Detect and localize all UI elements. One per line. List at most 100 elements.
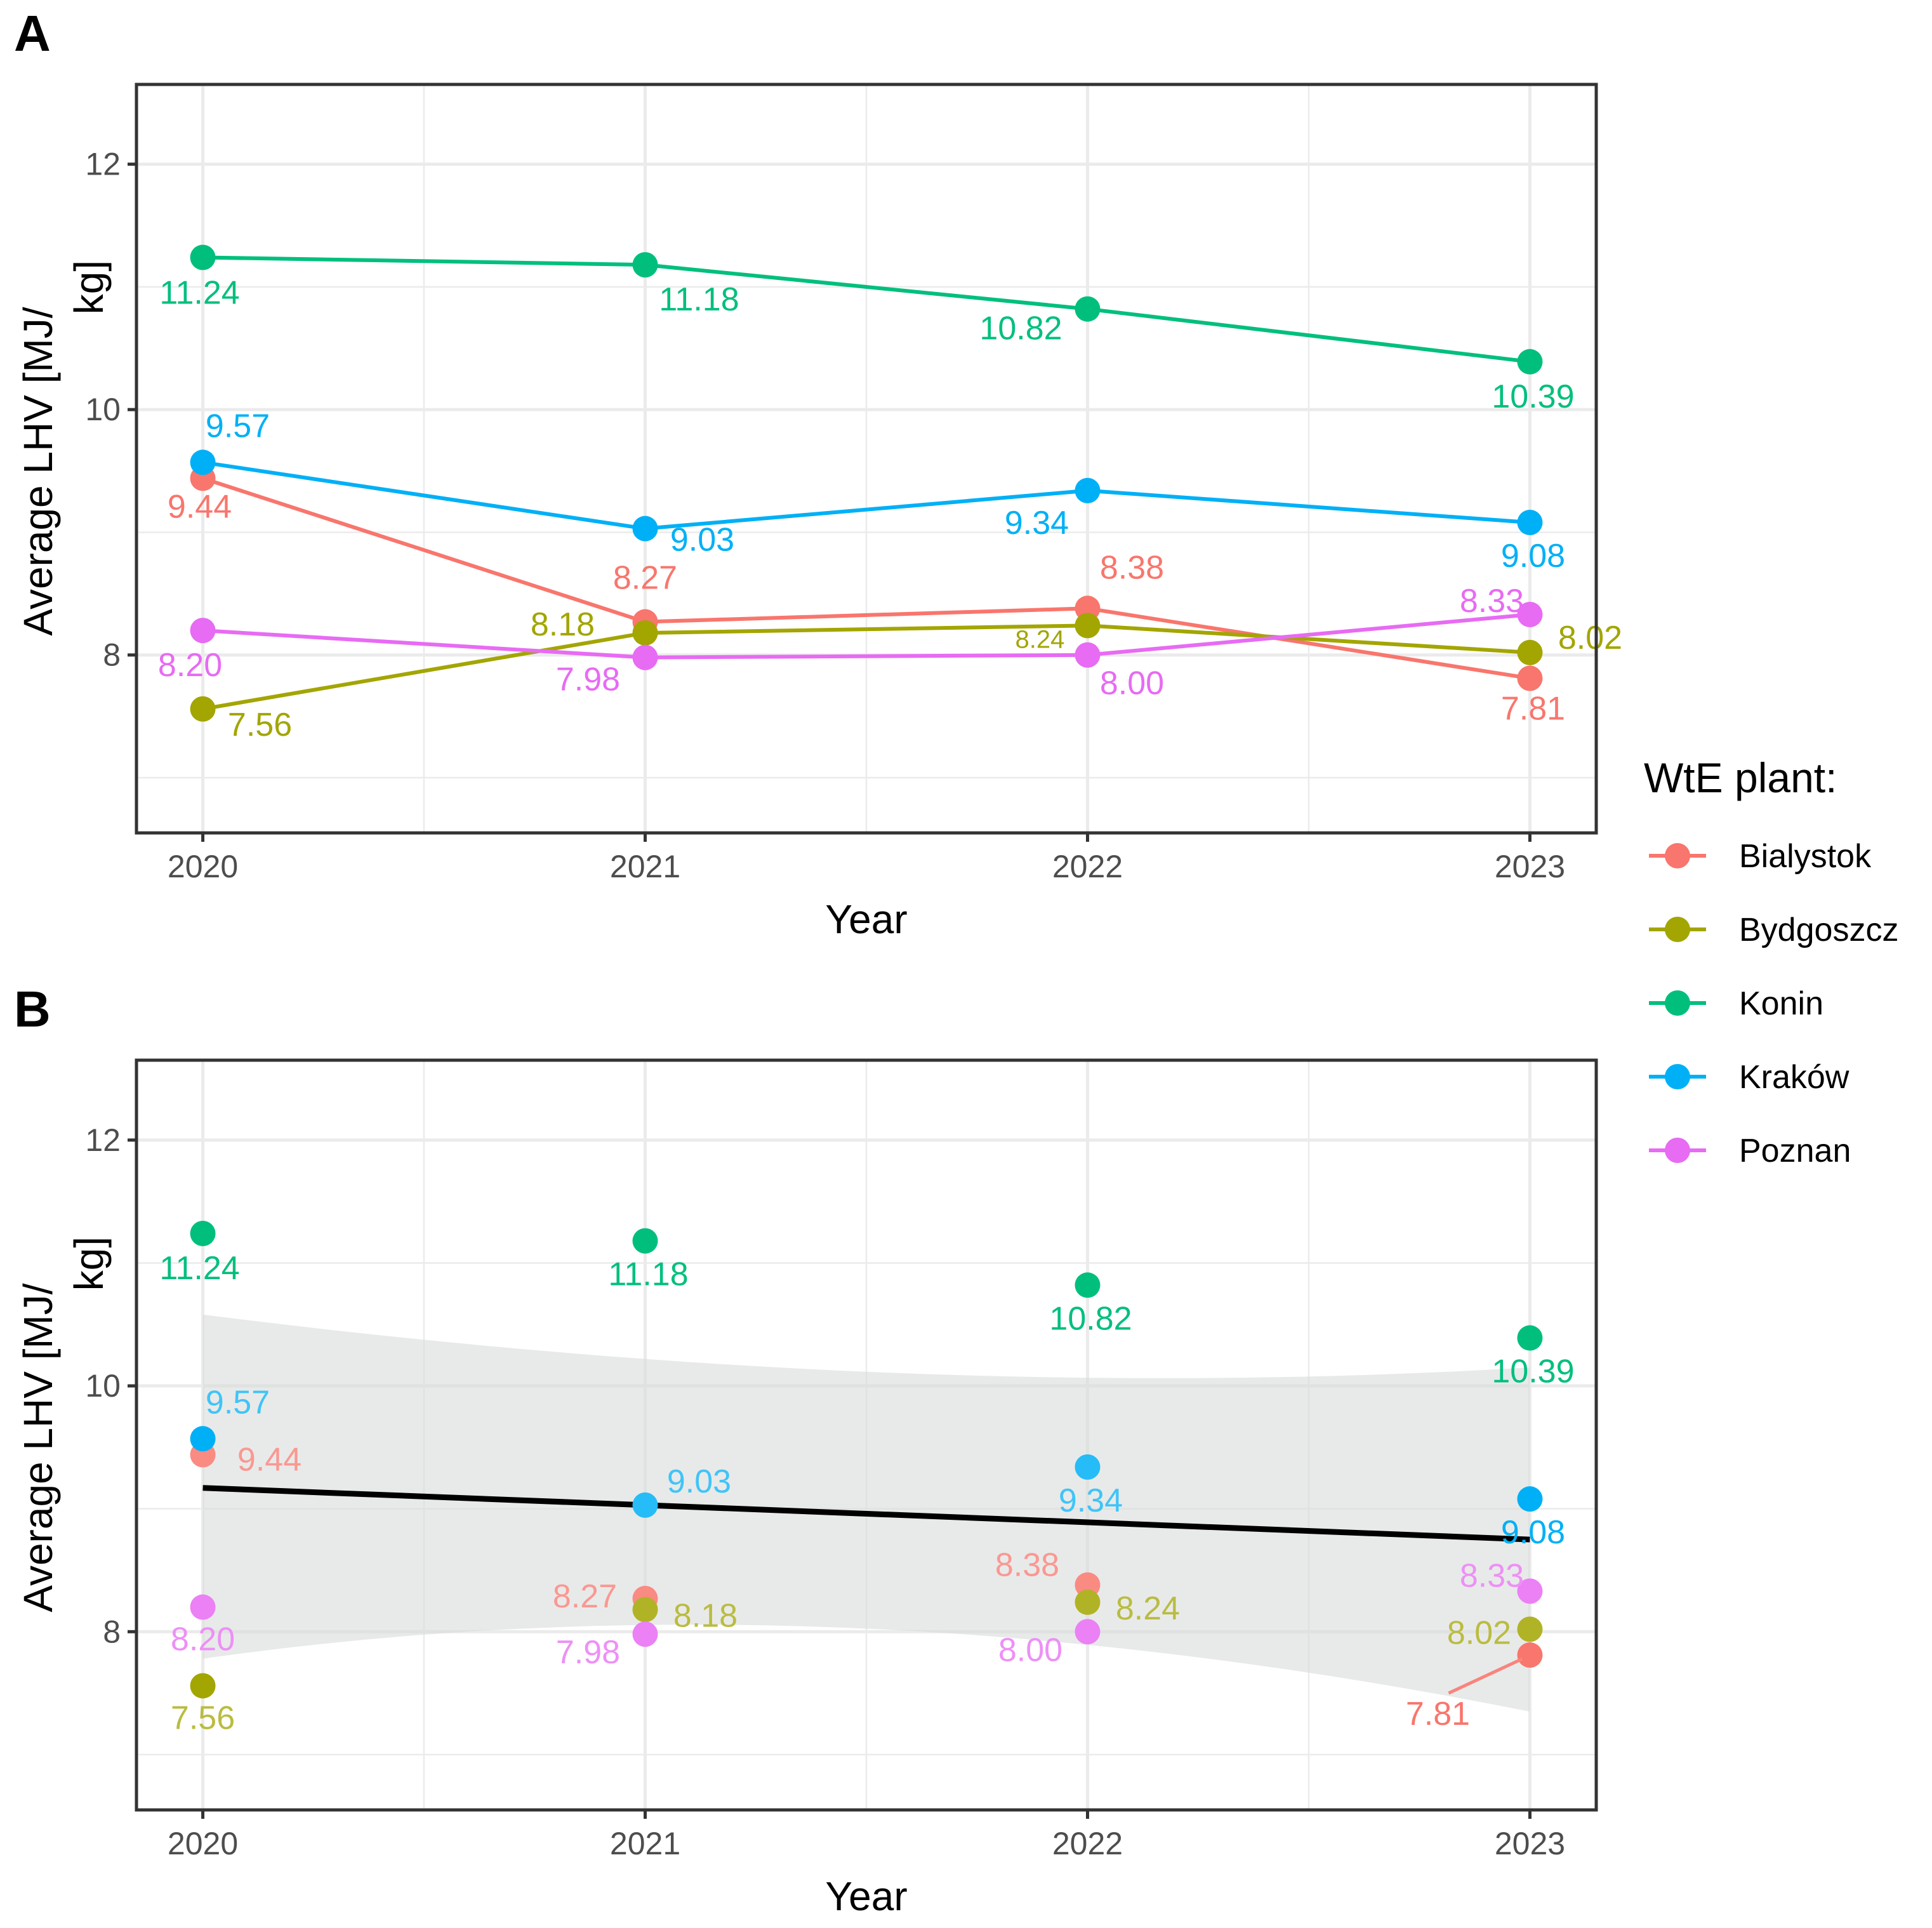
- y-axis-title-line-1: Average LHV [MJ/: [15, 307, 61, 635]
- data-point: [1075, 642, 1101, 668]
- data-label: 8.18: [673, 1597, 738, 1634]
- data-point: [1517, 639, 1543, 665]
- data-label: 9.34: [1059, 1482, 1123, 1519]
- data-label: 11.24: [159, 1250, 239, 1287]
- legend-key-point: [1665, 1064, 1690, 1089]
- data-point: [1517, 1578, 1543, 1604]
- legend-label: Poznan: [1739, 1133, 1851, 1169]
- data-label: 9.57: [206, 408, 270, 444]
- data-point: [1517, 1325, 1543, 1351]
- y-tick-label: 12: [85, 1122, 121, 1158]
- data-label: 8.33: [1460, 1557, 1524, 1594]
- data-label: 8.27: [613, 560, 677, 597]
- data-point: [190, 696, 216, 722]
- panel-border: [135, 83, 1598, 835]
- data-label: 7.56: [228, 707, 292, 743]
- data-point: [190, 1220, 216, 1246]
- data-point: [1075, 296, 1101, 322]
- data-label: 8.02: [1558, 620, 1622, 656]
- data-point: [632, 620, 658, 646]
- trend-line: [202, 1485, 1530, 1543]
- x-tick-label: 2022: [1052, 1826, 1123, 1861]
- data-label: 8.24: [1016, 625, 1065, 653]
- data-label: 11.18: [659, 281, 739, 318]
- data-label: 9.44: [237, 1441, 301, 1478]
- data-point: [1517, 510, 1543, 536]
- panel-a: 9.44 8.27 8.38 7.81 7.56 8.18 8.24 8.02 11.24 11.…: [14, 5, 1622, 942]
- data-point: [1075, 1619, 1101, 1645]
- data-point: [1517, 1642, 1543, 1668]
- data-label: 8.20: [158, 647, 222, 684]
- data-label: 8.24: [1116, 1590, 1180, 1627]
- x-tick-label: 2022: [1052, 849, 1123, 884]
- data-point: [1517, 349, 1543, 375]
- data-point: [190, 618, 216, 644]
- data-label: 9.34: [1005, 505, 1069, 542]
- data-label: 9.03: [670, 522, 734, 559]
- data-point: [1517, 665, 1543, 691]
- y-tick-label: 8: [103, 637, 121, 673]
- data-label: 10.39: [1492, 378, 1574, 415]
- data-label: 11.18: [608, 1256, 688, 1293]
- data-point: [632, 1228, 658, 1254]
- panel-b: 9.44 8.27 8.38 7.81 7.56 8.18 8.24 8.02 11.24 11.…: [14, 981, 1598, 1919]
- data-point: [190, 1673, 216, 1699]
- data-label: 7.81: [1501, 690, 1565, 727]
- panel-label: B: [14, 981, 51, 1037]
- data-point: [1075, 1454, 1101, 1480]
- x-axis-title: Year: [825, 1873, 907, 1919]
- data-label: 8.27: [553, 1578, 617, 1615]
- data-point: [190, 1594, 216, 1620]
- data-label: 8.00: [998, 1632, 1062, 1668]
- data-point: [632, 1621, 658, 1647]
- x-tick-label: 2023: [1495, 849, 1565, 884]
- legend-key-point: [1665, 1138, 1690, 1163]
- data-point: [632, 252, 658, 278]
- panel-label: A: [14, 5, 51, 62]
- data-label: 8.00: [1100, 665, 1164, 702]
- data-label: 8.02: [1447, 1614, 1511, 1651]
- y-tick-label: 12: [85, 147, 121, 182]
- legend: WtE plant: Bialystok Bydgoszcz Konin Kraków P…: [1644, 754, 1898, 1169]
- data-point: [1075, 1272, 1101, 1298]
- data-label: 8.20: [171, 1621, 235, 1658]
- data-point: [1517, 601, 1543, 627]
- legend-label: Bialystok: [1739, 838, 1872, 875]
- data-point: [190, 1426, 216, 1452]
- data-label: 9.08: [1501, 1514, 1565, 1551]
- legend-label: Konin: [1739, 985, 1823, 1022]
- x-axis-title: Year: [825, 896, 907, 942]
- data-label: 7.81: [1406, 1696, 1470, 1732]
- data-label: 8.38: [1100, 549, 1164, 586]
- legend-key-point: [1665, 843, 1690, 868]
- data-label: 7.56: [171, 1699, 235, 1736]
- data-point: [632, 1597, 658, 1623]
- data-point: [1517, 1616, 1543, 1642]
- data-label: 7.98: [556, 662, 620, 698]
- x-tick-label: 2021: [610, 849, 680, 884]
- data-point: [1075, 477, 1101, 503]
- legend-title: WtE plant:: [1644, 754, 1837, 801]
- data-label: 9.44: [168, 488, 232, 525]
- legend-key-point: [1665, 917, 1690, 942]
- series-line-poznan: [202, 612, 1530, 660]
- data-label: 9.57: [206, 1384, 270, 1421]
- data-label: 11.24: [159, 275, 239, 312]
- legend-key-point: [1665, 990, 1690, 1016]
- data-point: [632, 1492, 658, 1518]
- panel-border: [135, 1058, 1598, 1812]
- legend-item-konin: Konin: [1649, 985, 1823, 1022]
- legend-item-kraków: Kraków: [1649, 1059, 1849, 1096]
- series-line-konin: [202, 255, 1530, 364]
- y-tick-label: 10: [85, 1368, 121, 1404]
- data-label: 10.82: [979, 310, 1062, 347]
- label-leader-line: [1448, 1657, 1523, 1695]
- x-tick-label: 2020: [168, 849, 238, 884]
- data-label: 10.39: [1492, 1353, 1574, 1390]
- series-line-bydgoszcz: [202, 623, 1530, 711]
- y-tick-label: 10: [85, 392, 121, 427]
- data-point: [1075, 1589, 1101, 1615]
- data-label: 9.03: [667, 1463, 731, 1500]
- series-line-kraków: [202, 460, 1530, 531]
